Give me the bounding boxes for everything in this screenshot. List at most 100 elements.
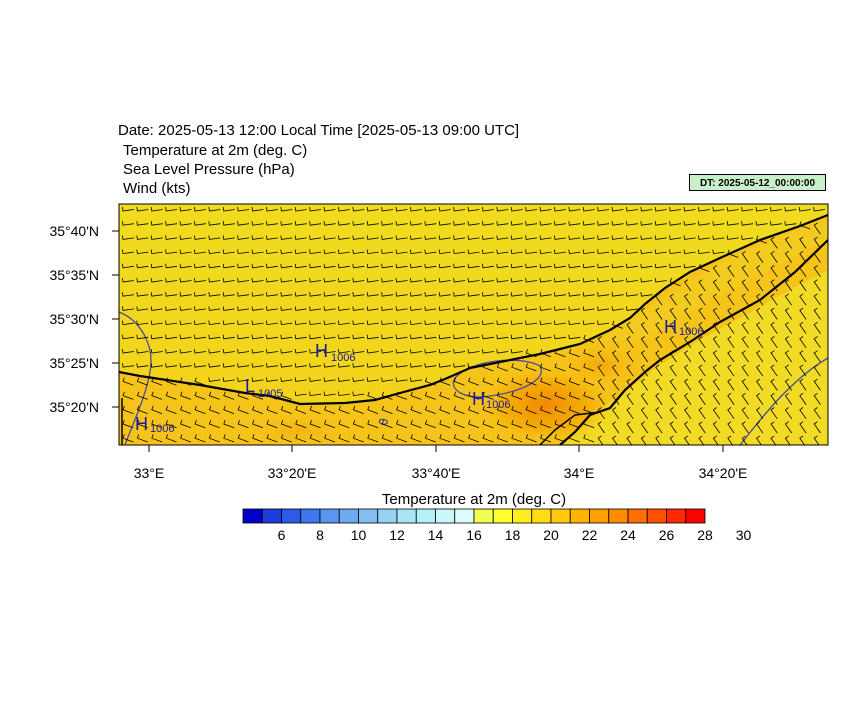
wind-barb [813,350,821,363]
wind-barb [280,405,292,414]
wind-barb [179,206,192,212]
wind-barb [640,407,649,420]
wind-barb [251,363,264,368]
wind-barb [194,249,206,255]
wind-barb [438,206,451,212]
wind-barb [266,420,278,429]
wind-barb [799,364,807,377]
wind-barb [568,391,580,400]
wind-barb [323,221,336,226]
wind-barb [784,265,793,278]
wind-barb [482,235,494,240]
wind-barb [136,363,149,368]
wind-barb [453,334,466,340]
wind-barb [266,206,278,212]
wind-barb [194,334,206,340]
wind-barb [266,221,278,226]
wind-barb [597,249,610,255]
colorbar-tick-label: 20 [543,527,559,543]
wind-barb [122,420,134,429]
wind-barb [352,363,365,368]
wind-barb [654,221,667,226]
wind-barb [453,391,465,400]
wind-barb [424,363,437,368]
wind-barb [395,292,408,297]
wind-barb [352,221,365,226]
wind-barb [194,377,206,386]
wind-barb [597,263,610,269]
wind-barb [122,391,134,400]
wind-barb [208,221,221,226]
wind-barb [525,420,537,429]
wind-barb [539,206,552,212]
wind-barb [381,363,394,368]
wind-barb [410,377,422,382]
wind-barb [395,306,408,311]
wind-barb [770,250,778,263]
wind-barb [784,350,793,363]
wind-barb [309,277,322,283]
wind-barb [640,421,649,434]
colorbar-swatch [300,508,321,524]
wind-barb [194,277,206,283]
svg-text:H: H [472,389,485,409]
wind-barb [654,249,667,255]
wind-barb [136,391,148,400]
wind-barb [266,391,278,400]
wind-barb [352,391,365,397]
wind-barb [813,421,821,434]
wind-barb [453,249,466,255]
wind-barb [655,392,663,405]
wind-barb [813,250,821,263]
wind-barb [683,235,696,240]
wind-barb [496,235,509,240]
wind-barb [712,206,725,212]
wind-barb [684,378,692,391]
wind-barb [655,364,663,377]
wind-barb [770,293,778,306]
wind-barb [655,421,663,434]
wind-barb [352,263,365,269]
wind-barb [323,348,336,354]
wind-barb [712,364,721,377]
wind-barb [540,363,552,372]
wind-barb [525,306,538,311]
pressure-center-high: H 1006 [472,389,510,411]
wind-barb [784,336,793,349]
wind-barb [568,221,581,226]
wind-barb [324,405,336,414]
wind-barb [338,334,350,340]
wind-barb [799,392,807,405]
wind-barb [151,434,163,443]
wind-barb [770,265,778,278]
wind-barb [252,405,264,414]
wind-barb [482,405,494,414]
wind-barb [208,249,221,255]
wind-barb [669,278,681,287]
wind-barb [179,277,192,283]
wind-barb [496,348,509,354]
wind-barb [683,221,696,226]
wind-barb [496,277,509,283]
wind-barb [640,321,649,334]
wind-barb [194,434,206,443]
wind-barb [151,420,163,429]
wind-barb [453,292,466,297]
wind-barb [367,405,379,414]
wind-barb [583,405,595,414]
wind-barb [410,420,422,429]
wind-barb [395,334,408,340]
wind-barb [597,336,605,349]
wind-barb [482,320,494,326]
wind-barb [453,377,465,386]
wind-barb [208,263,221,269]
wind-barb [496,249,509,255]
wind-barb [381,263,394,269]
wind-barb [366,235,379,240]
wind-barb [194,235,206,240]
wind-barb [180,377,192,386]
wind-barb [684,421,692,434]
wind-barb [640,364,649,377]
wind-barb [453,306,466,311]
wind-barb [726,221,739,226]
